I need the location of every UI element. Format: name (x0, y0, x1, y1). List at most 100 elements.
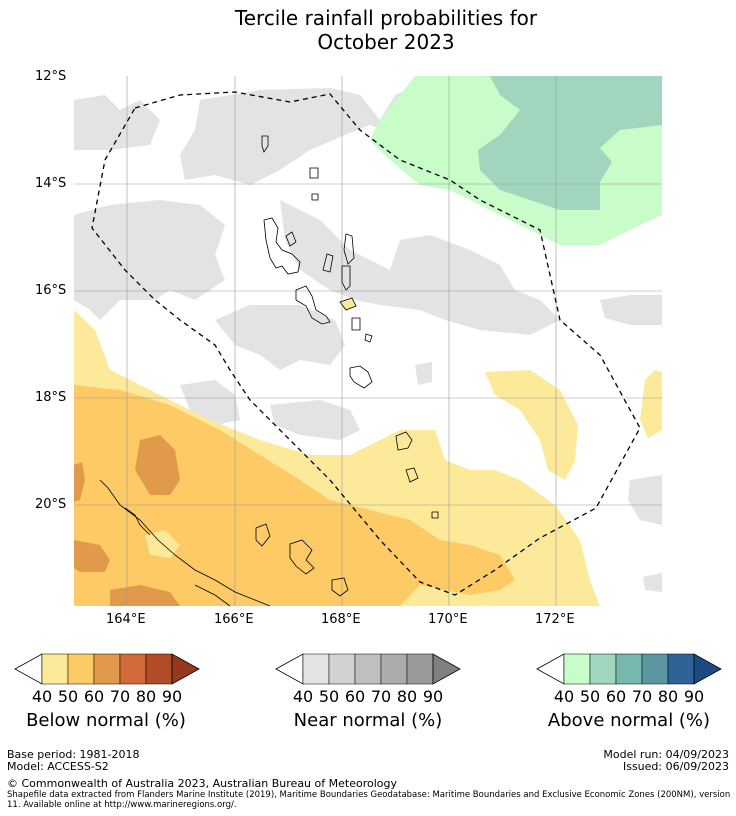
tick-label: 50 (57, 687, 79, 706)
colorbar-label-above: Above normal (%) (547, 710, 711, 731)
lat-label: 20°S (35, 497, 67, 512)
colorbar-swatch (119, 653, 147, 685)
island-maewo (343, 233, 355, 265)
colorbar-label-below: Below normal (%) (26, 710, 186, 731)
island-tanna (405, 467, 419, 483)
island-aneityum (431, 511, 439, 519)
shapefile-credit: Shapefile data extracted from Flanders M… (7, 790, 731, 810)
colorbar-swatch (328, 653, 356, 685)
island-torres (309, 167, 319, 179)
island-erromango (395, 431, 413, 451)
lon-label: 164°E (106, 612, 146, 627)
tick-label: 80 (396, 687, 418, 706)
rainfall-map (74, 76, 662, 606)
lat-label: 18°S (35, 390, 67, 405)
near-normal-region (180, 85, 420, 185)
below-normal-40-region (485, 370, 578, 480)
colorbar-swatch (41, 653, 69, 685)
lon-label: 172°E (535, 612, 575, 627)
colorbar-swatch (406, 653, 434, 685)
copyright: © Commonwealth of Australia 2023, Austra… (7, 777, 397, 790)
colorbar-above-normal (536, 653, 722, 685)
island-espiritu-santo (263, 217, 301, 275)
coast-new-caledonia (194, 584, 231, 606)
colorbar-extend-high (432, 653, 461, 685)
tick-label: 70 (631, 687, 653, 706)
near-normal-region (270, 400, 360, 440)
lat-label: 12°S (35, 69, 67, 84)
island-loyalty (255, 523, 271, 547)
model-name: Model: ACCESS-S2 (7, 760, 109, 773)
base-period: Base period: 1981-2018 (7, 748, 140, 761)
colorbar-label-near: Near normal (%) (293, 710, 443, 731)
tick-label: 40 (31, 687, 53, 706)
tick-label: 40 (292, 687, 314, 706)
tick-label: 60 (83, 687, 105, 706)
island-ambrym (339, 297, 357, 311)
tick-label: 80 (657, 687, 679, 706)
island (311, 193, 319, 201)
colorbar-extend-high (171, 653, 200, 685)
coast-new-caledonia (124, 507, 151, 536)
coast-new-caledonia (99, 479, 271, 606)
below-normal-60-region (110, 585, 180, 606)
colorbar-swatch (302, 653, 330, 685)
island (285, 231, 297, 247)
near-normal-region (74, 200, 225, 320)
title-line-2: October 2023 (317, 30, 455, 54)
eez-boundary (91, 91, 641, 596)
issued-date: Issued: 06/09/2023 (622, 760, 729, 773)
model-run: Model run: 04/09/2023 (603, 748, 729, 761)
below-normal-60-region (74, 462, 85, 502)
near-normal-region (628, 475, 662, 525)
tick-label: 50 (579, 687, 601, 706)
island-lifou (289, 539, 315, 575)
near-normal-region (280, 200, 560, 335)
tick-label: 50 (318, 687, 340, 706)
colorbar-below-normal (14, 653, 200, 685)
below-normal-40-region (640, 370, 662, 438)
colorbar-swatch (589, 653, 617, 685)
colorbar-swatch (380, 653, 408, 685)
island (261, 135, 269, 153)
graticule (74, 76, 662, 606)
near-normal-region (600, 295, 662, 325)
tick-label: 80 (135, 687, 157, 706)
colorbar-swatch (641, 653, 669, 685)
colorbar-swatch (67, 653, 95, 685)
island-mare (331, 577, 349, 597)
tick-label: 70 (109, 687, 131, 706)
colorbar-swatch (354, 653, 382, 685)
near-normal-region (215, 305, 345, 370)
near-normal-region (74, 95, 160, 150)
tick-label: 90 (161, 687, 183, 706)
near-normal-region (643, 573, 662, 592)
title-line-1: Tercile rainfall probabilities for (234, 6, 538, 30)
tick-label: 40 (553, 687, 575, 706)
colorbar-swatch (615, 653, 643, 685)
below-normal-60-region (74, 540, 110, 572)
tick-label: 70 (370, 687, 392, 706)
lon-label: 166°E (214, 612, 254, 627)
tick-label: 60 (605, 687, 627, 706)
colorbar-swatch (93, 653, 121, 685)
coastlines (99, 135, 439, 606)
colorbar-swatch (563, 653, 591, 685)
above-normal-60-region (478, 76, 662, 210)
island (364, 333, 373, 343)
island-ambae (322, 253, 334, 273)
tick-label: 90 (683, 687, 705, 706)
lon-label: 168°E (321, 612, 361, 627)
colorbar-near-normal (275, 653, 461, 685)
colorbar-swatch (667, 653, 695, 685)
colorbar-extend-high (693, 653, 722, 685)
colorbar-swatch (145, 653, 173, 685)
lon-label: 170°E (428, 612, 468, 627)
tick-label: 60 (344, 687, 366, 706)
lat-label: 16°S (35, 283, 67, 298)
colorbar-extend-low (275, 653, 304, 685)
near-normal-region (415, 362, 432, 385)
below-normal-60-region (135, 435, 180, 495)
island-malakula (295, 285, 331, 325)
island-pentecost (341, 265, 351, 291)
